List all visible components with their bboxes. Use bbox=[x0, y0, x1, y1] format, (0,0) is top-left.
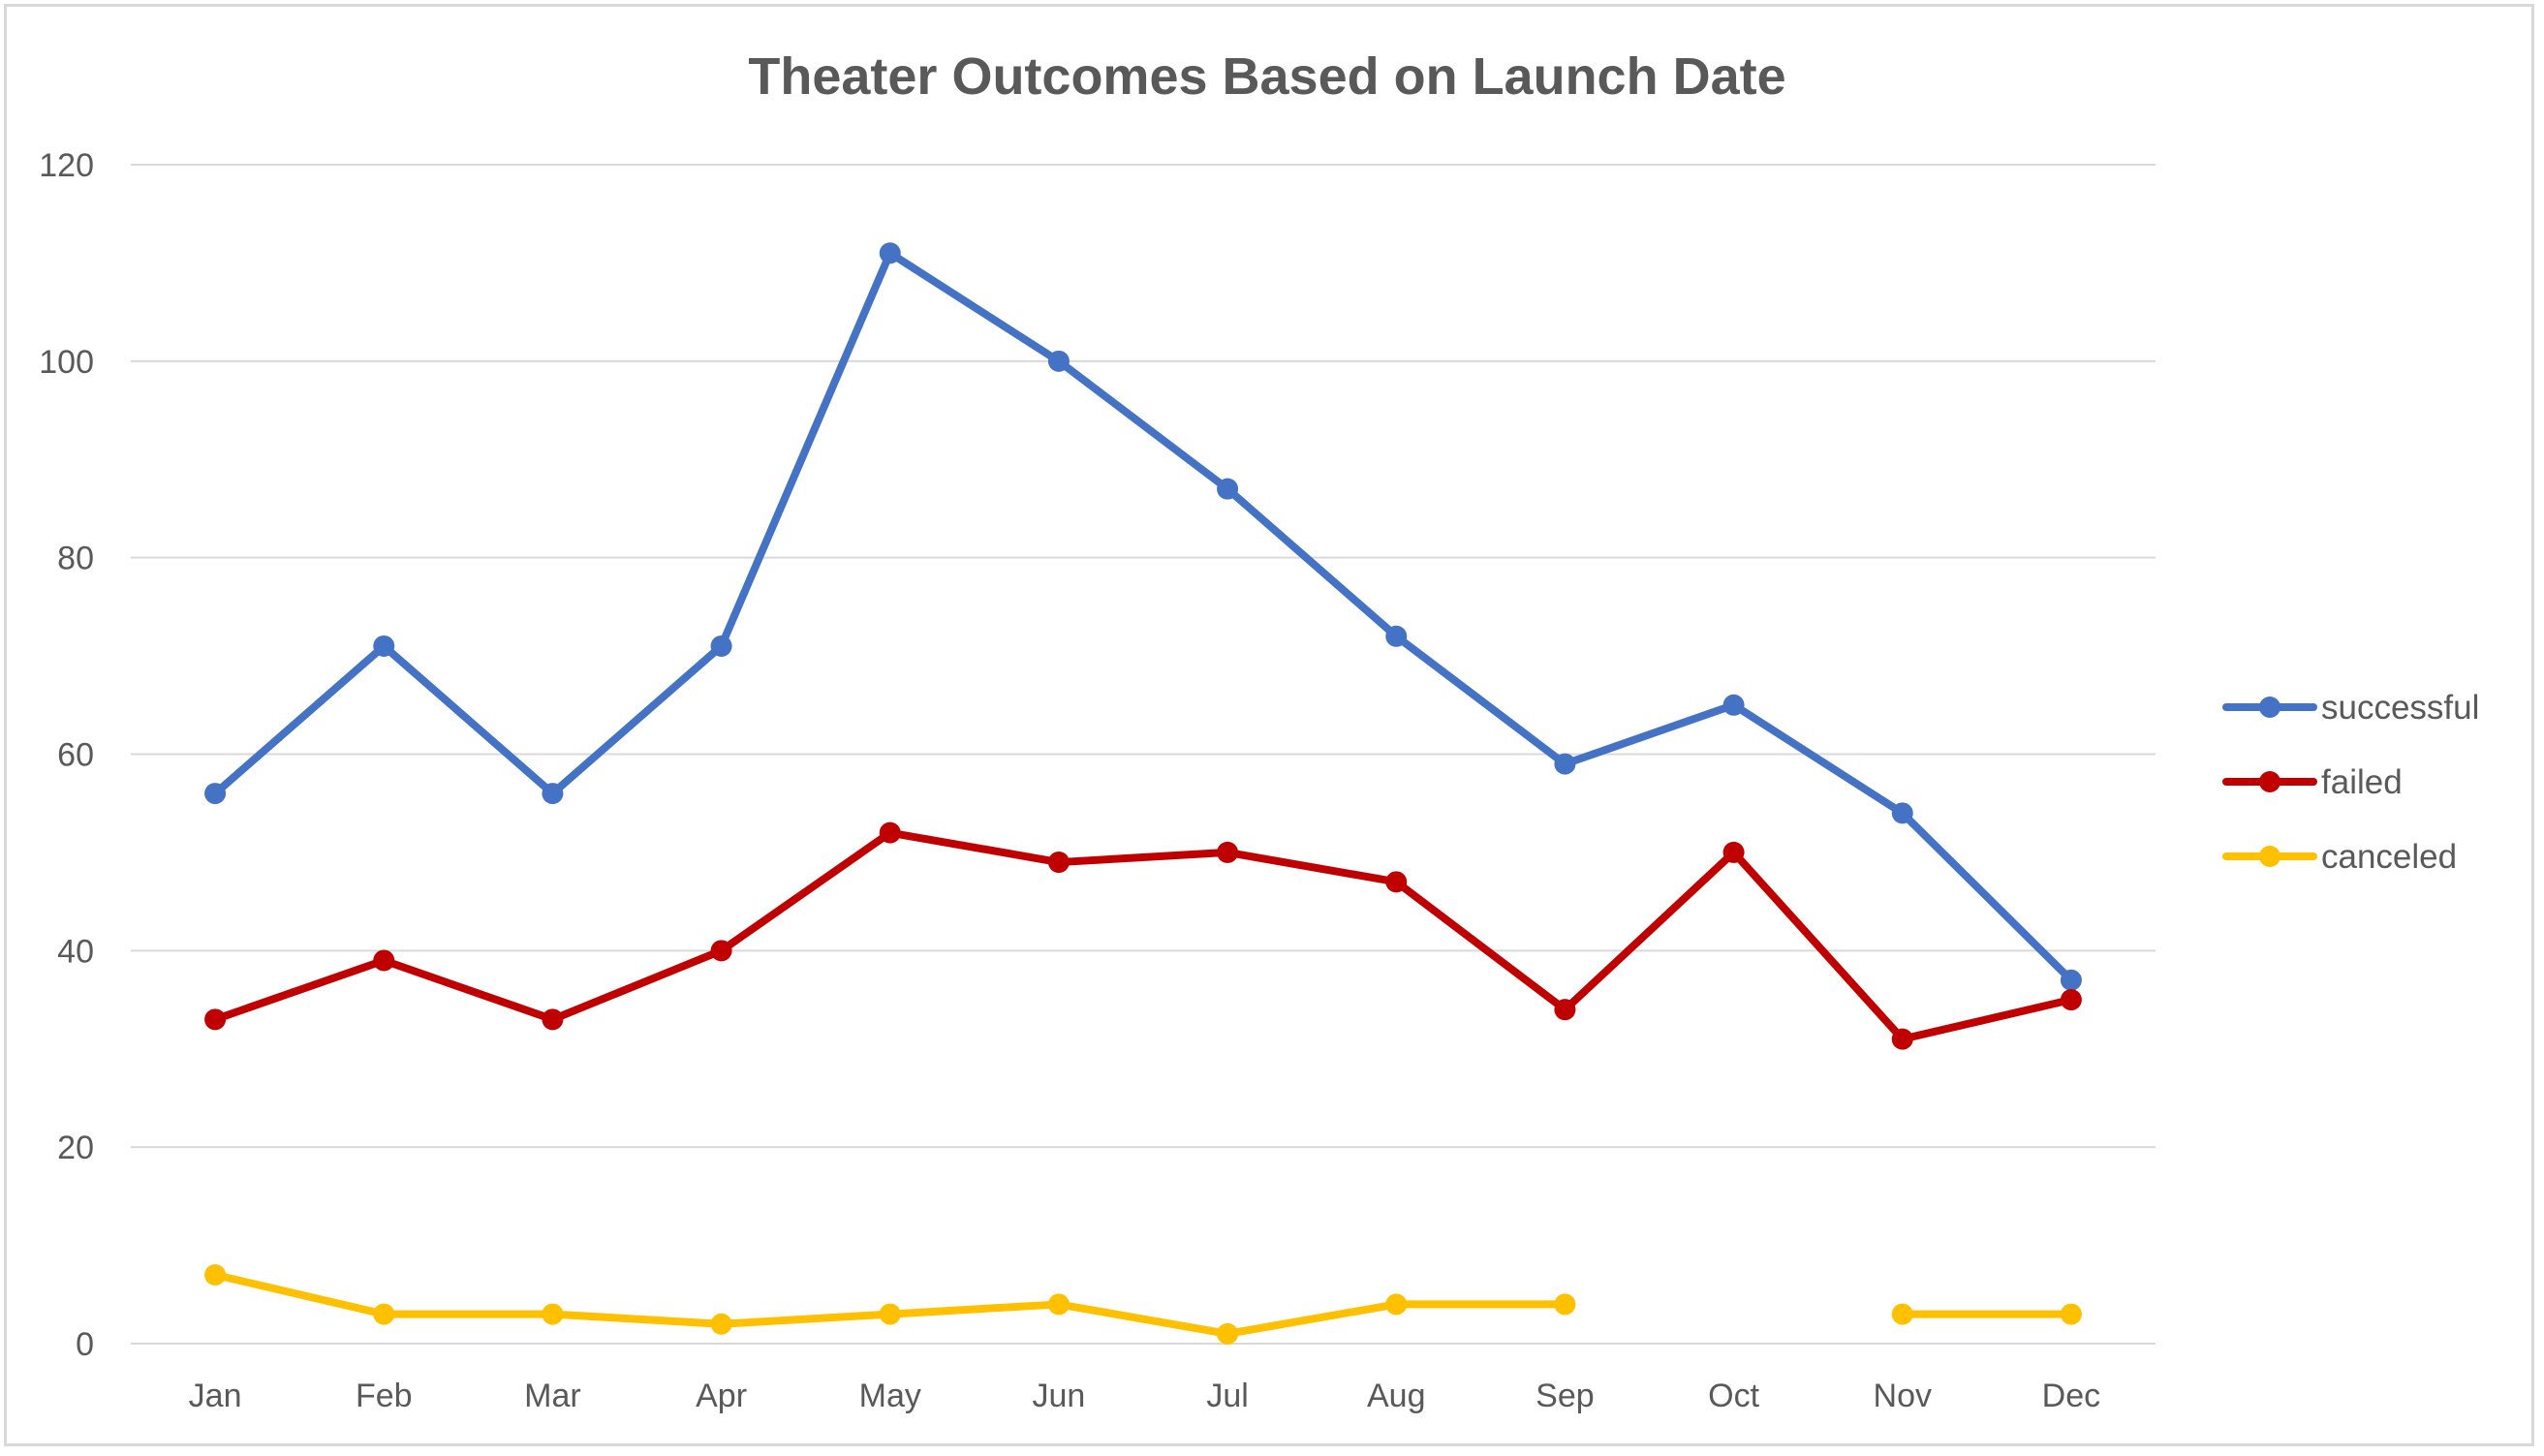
data-point bbox=[1217, 478, 1239, 500]
data-point bbox=[204, 1264, 227, 1286]
legend-label: canceled bbox=[2321, 838, 2457, 876]
x-tick-label: May bbox=[859, 1378, 921, 1414]
legend-label: successful bbox=[2321, 689, 2479, 727]
data-point bbox=[1891, 1303, 1913, 1325]
x-tick-label: Jul bbox=[1206, 1378, 1248, 1414]
data-point bbox=[1047, 350, 1070, 372]
legend-swatch-marker bbox=[2259, 846, 2280, 867]
data-point bbox=[2060, 989, 2082, 1011]
x-tick-label: Mar bbox=[524, 1378, 581, 1414]
y-tick-label: 80 bbox=[57, 541, 94, 577]
x-tick-label: Jan bbox=[189, 1378, 242, 1414]
series-successful bbox=[204, 242, 2082, 991]
y-axis-tick-labels: 0 20 40 60 80 100 120 bbox=[39, 147, 94, 1363]
data-point bbox=[1385, 1293, 1408, 1316]
data-point bbox=[1722, 841, 1745, 863]
legend-item: failed bbox=[2222, 763, 2403, 801]
data-point bbox=[542, 783, 564, 805]
data-point bbox=[1891, 1028, 1913, 1050]
data-point bbox=[204, 1008, 227, 1031]
data-point bbox=[1722, 694, 1745, 716]
data-point bbox=[1385, 871, 1408, 893]
data-point bbox=[204, 783, 227, 805]
x-tick-label: Jun bbox=[1033, 1378, 1086, 1414]
data-point bbox=[373, 1303, 395, 1325]
legend: successful failed canceled bbox=[2222, 689, 2479, 876]
legend-label: failed bbox=[2321, 763, 2403, 801]
y-tick-label: 20 bbox=[57, 1130, 94, 1166]
data-point bbox=[1385, 625, 1408, 647]
data-point bbox=[879, 821, 901, 844]
gridlines bbox=[131, 164, 2156, 1345]
x-tick-label: Aug bbox=[1367, 1378, 1426, 1414]
data-point bbox=[1047, 852, 1070, 874]
y-tick-label: 60 bbox=[57, 737, 94, 774]
y-tick-label: 100 bbox=[39, 344, 94, 381]
x-tick-label: Oct bbox=[1708, 1378, 1759, 1414]
data-point bbox=[2060, 969, 2082, 991]
data-point bbox=[1217, 841, 1239, 863]
data-point bbox=[1047, 1293, 1070, 1316]
y-tick-label: 0 bbox=[76, 1326, 94, 1363]
series-line bbox=[211, 828, 2075, 1043]
data-point bbox=[1891, 802, 1913, 824]
y-tick-label: 40 bbox=[57, 933, 94, 970]
chart-frame bbox=[4, 4, 2534, 1446]
data-point bbox=[542, 1008, 564, 1031]
legend-swatch-marker bbox=[2259, 771, 2280, 792]
data-point bbox=[879, 242, 901, 264]
x-tick-label: Dec bbox=[2042, 1378, 2100, 1414]
legend-item: successful bbox=[2222, 689, 2479, 727]
data-point bbox=[1554, 999, 1576, 1021]
x-tick-label: Sep bbox=[1536, 1378, 1595, 1414]
series-line bbox=[211, 249, 2075, 984]
x-tick-label: Apr bbox=[696, 1378, 747, 1414]
y-tick-label: 120 bbox=[39, 147, 94, 184]
data-point bbox=[710, 635, 732, 657]
x-axis-tick-labels: Jan Feb Mar Apr May Jun Jul Aug Sep Oct Nov Dec bbox=[189, 1378, 2100, 1414]
series-failed bbox=[204, 821, 2082, 1050]
x-tick-label: Feb bbox=[356, 1378, 413, 1414]
data-point bbox=[710, 1313, 732, 1335]
data-point bbox=[1554, 1293, 1576, 1316]
data-point bbox=[710, 940, 732, 962]
data-point bbox=[373, 949, 395, 972]
data-point bbox=[542, 1303, 564, 1325]
series-canceled bbox=[204, 1264, 2082, 1345]
chart-title: Theater Outcomes Based on Launch Date bbox=[748, 47, 1785, 106]
x-tick-label: Nov bbox=[1874, 1378, 1932, 1414]
data-point bbox=[1554, 753, 1576, 775]
data-point bbox=[2060, 1303, 2082, 1325]
data-point bbox=[879, 1303, 901, 1325]
legend-item: canceled bbox=[2222, 838, 2457, 876]
data-point bbox=[373, 635, 395, 657]
legend-swatch-marker bbox=[2259, 697, 2280, 718]
series-lines bbox=[204, 242, 2082, 1345]
data-point bbox=[1217, 1322, 1239, 1345]
